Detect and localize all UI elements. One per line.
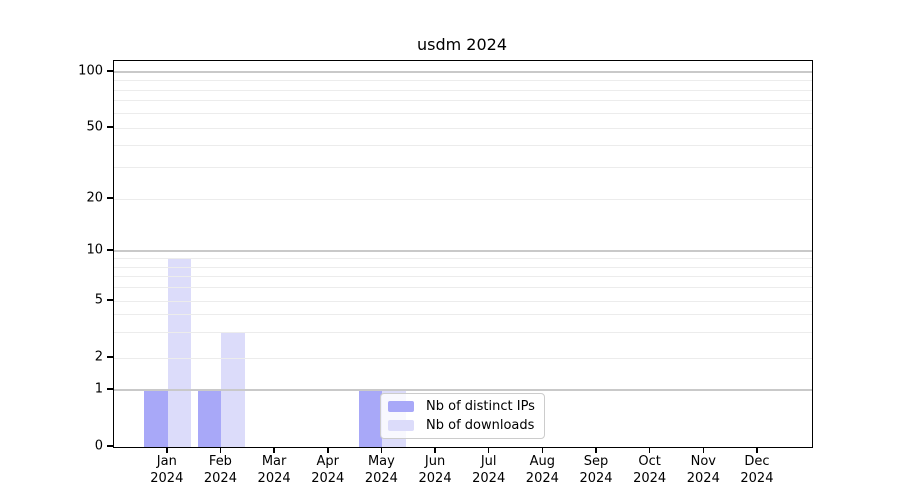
legend: Nb of distinct IPs Nb of downloads [380,393,545,439]
bar-nb-of-distinct-ips-jan [144,390,168,447]
y-tick-label-10: 10 [86,242,103,258]
x-tick-mark-apr [327,447,329,453]
x-tick-mark-jul [487,447,490,453]
x-tick-label-may: May 2024 [364,454,398,486]
y-tick-label-0: 0 [94,438,103,454]
x-tick-label-sep: Sep 2024 [579,454,613,486]
chart-title: usdm 2024 [416,35,508,54]
bar-nb-of-downloads-jan [167,258,192,447]
bar-nb-of-distinct-ips-feb [197,390,222,447]
plot-area: Nb of distinct IPs Nb of downloads [113,60,813,448]
x-tick-mark-nov [702,447,705,453]
y-tick-label-2: 2 [94,349,103,365]
legend-swatch-nb-of-downloads [388,420,414,431]
x-tick-label-aug: Aug 2024 [525,454,559,486]
x-tick-label-jun: Jun 2024 [418,454,452,486]
x-tick-label-jul: Jul 2024 [472,454,506,486]
x-tick-label-feb: Feb 2024 [203,454,237,486]
legend-item-nb-of-downloads: Nb of downloads [388,418,535,433]
x-tick-mark-oct [648,447,651,453]
y-tick-label-50: 50 [86,119,103,135]
x-tick-mark-aug [541,447,544,453]
x-tick-mark-may [380,447,383,453]
x-tick-label-mar: Mar 2024 [257,454,291,486]
x-tick-label-nov: Nov 2024 [686,454,720,486]
x-tick-mark-feb [219,447,222,453]
y-tick-mark-10 [107,249,113,251]
y-tick-mark-0 [107,445,113,447]
x-tick-label-oct: Oct 2024 [633,454,667,486]
x-tick-mark-jan [166,447,168,453]
x-tick-mark-sep [595,447,597,453]
legend-item-nb-of-distinct-ips: Nb of distinct IPs [388,399,535,414]
y-tick-mark-1 [107,388,113,390]
bar-nb-of-distinct-ips-may [358,390,383,447]
y-tick-label-1: 1 [94,381,103,397]
y-tick-mark-20 [107,197,113,199]
x-tick-label-jan: Jan 2024 [150,454,184,486]
legend-swatch-nb-of-distinct-ips [388,401,414,412]
bar-nb-of-downloads-feb [221,332,245,447]
x-tick-mark-jun [434,447,436,453]
x-tick-label-apr: Apr 2024 [311,454,345,486]
legend-label-nb-of-distinct-ips: Nb of distinct IPs [426,399,535,414]
x-tick-label-dec: Dec 2024 [740,454,774,486]
bars-layer [114,61,812,447]
x-tick-mark-mar [273,447,275,453]
y-tick-label-5: 5 [94,292,103,308]
y-tick-mark-100 [107,70,113,72]
y-tick-label-100: 100 [78,63,103,79]
y-tick-label-20: 20 [86,190,103,206]
y-tick-mark-50 [107,126,113,128]
y-tick-mark-2 [107,356,113,358]
y-tick-mark-5 [107,299,113,301]
legend-label-nb-of-downloads: Nb of downloads [426,418,535,433]
x-tick-mark-dec [756,447,758,453]
